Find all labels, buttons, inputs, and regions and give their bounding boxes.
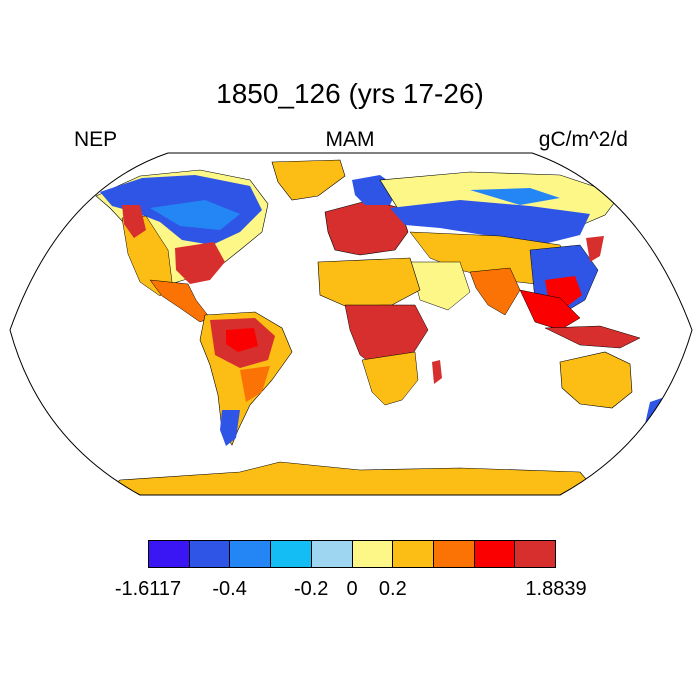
legend-label: 1.8839 [525,578,587,600]
legend-swatch [189,541,231,567]
eastern-usa [175,242,225,284]
legend-label: -0.4 [212,578,247,600]
australia [559,351,633,409]
legend-swatch [433,541,475,567]
amazon-core [226,328,258,352]
legend-label: 0 [346,578,358,600]
north-africa [317,257,421,307]
japan [586,236,604,262]
legend-label: 0.2 [378,578,407,600]
greenland-region [271,159,346,201]
map-title: 1850_126 (yrs 17-26) [216,78,484,109]
southern-brazil [240,366,270,402]
legend-swatch [515,541,556,567]
siberia-light [470,188,560,205]
siberia-band [390,200,590,245]
legend-swatch [311,541,353,567]
indonesia [544,325,641,349]
arabia [409,261,471,311]
legend-label: -1.6117 [114,578,182,600]
mexico [149,279,211,323]
legend-swatch [474,541,516,567]
legend-label: -0.2 [293,578,329,600]
season-label: MAM [325,128,375,151]
pacific-nw [122,205,146,238]
map-border [9,152,693,496]
southeast-asia [519,289,581,331]
variable-label: NEP [74,128,118,151]
units-label: gC/m^2/d [538,128,628,151]
legend-swatch [271,541,312,567]
madagascar [432,360,442,384]
legend-swatch [230,541,272,567]
india [469,267,521,316]
antarctica [99,461,601,495]
legend-swatch [352,541,394,567]
legend-swatch [149,541,190,567]
patagonia [220,410,240,446]
southern-africa [361,351,419,406]
boreal-canada-light [150,200,240,230]
legend-bar [148,540,556,568]
legend-swatch [393,541,434,567]
land-layer [95,159,662,495]
